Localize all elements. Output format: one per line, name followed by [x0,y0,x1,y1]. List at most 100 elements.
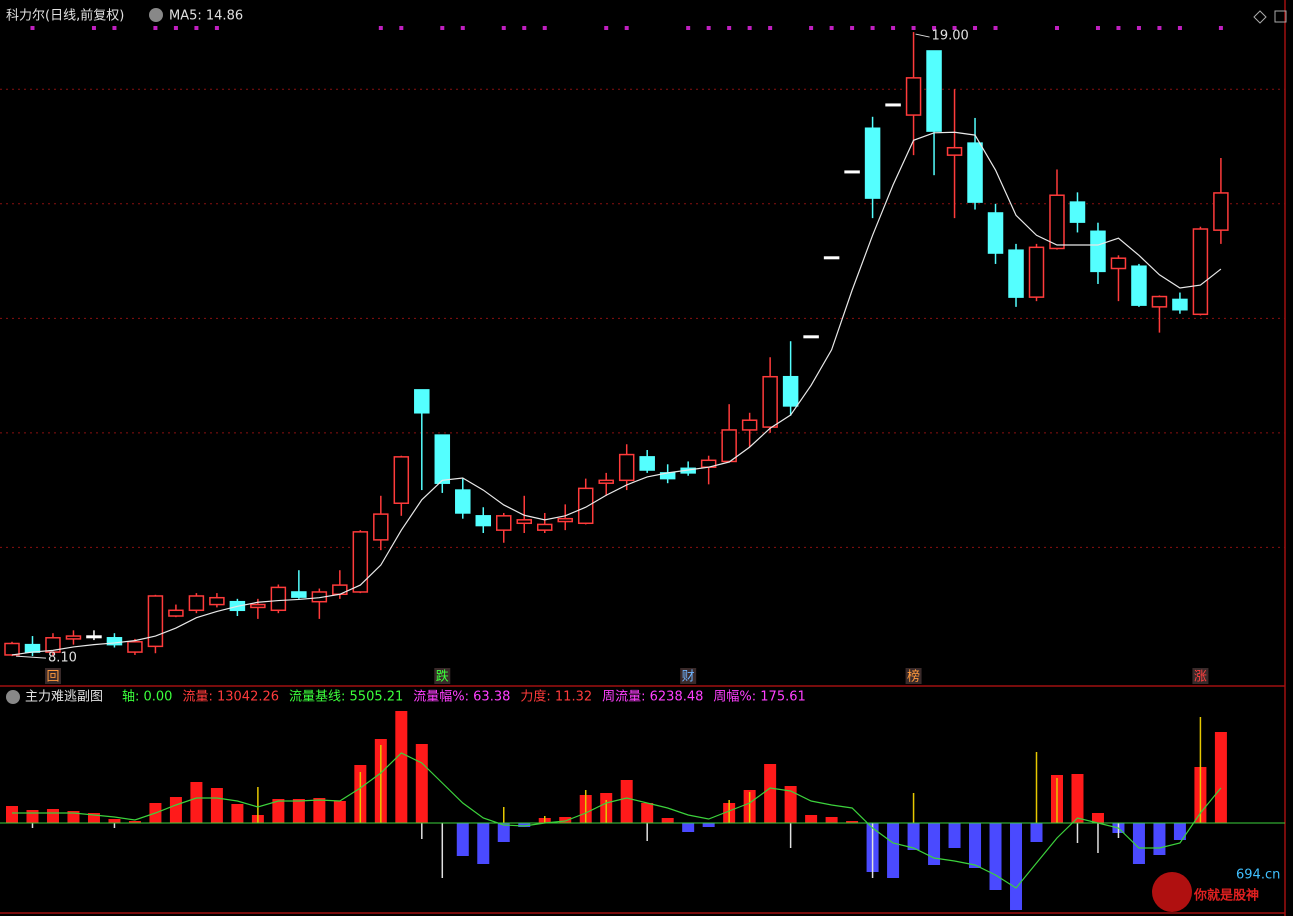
signal-dot [911,26,916,30]
signal-box [1192,668,1209,684]
flow-bar [313,798,326,823]
signal-label: 财 [682,670,695,685]
ma5-line [11,131,1222,656]
flow-bar [1214,732,1227,823]
signal-dot [30,26,35,30]
candle-body [1192,228,1209,316]
signal-label: 回 [46,670,59,685]
candle-body [393,456,410,504]
flow-bar [108,819,121,823]
menu-icon[interactable] [149,8,163,22]
legend-item: 流量基线: 5505.21 [289,690,403,705]
candle-body [455,489,471,514]
flow-bar [887,823,900,878]
flow-bar [805,815,818,823]
candle-body [946,146,963,156]
signal-dot [1157,26,1162,30]
candle-body [127,641,143,653]
candle-body [65,635,82,640]
flow-bar [231,804,244,823]
candle-body [762,375,778,428]
menu-icon[interactable] [6,690,20,704]
flow-bar [190,782,203,823]
signal-dot [809,26,814,30]
legend-item: 周流量: 6238.48 [602,690,703,705]
flow-bar [702,823,715,827]
flow-bar [641,803,654,823]
candle-body [1110,257,1127,270]
signal-dot [768,26,773,30]
flow-bar [415,744,428,823]
flow-bar [682,823,695,832]
high-pointer [915,33,930,38]
flow-bar [948,823,961,848]
candle-body [373,513,389,541]
candle-body [905,77,922,116]
flow-bar [1173,823,1186,840]
legend-item: 力度: 11.32 [520,689,592,705]
window-icon[interactable] [1274,10,1287,23]
watermark-site: 694.cn [1236,868,1280,883]
flow-bar [1132,823,1145,864]
flow-bar [907,823,920,850]
candle-body [536,523,553,531]
signal-box [434,668,451,684]
signal-dot [399,26,404,30]
flow-bar [661,818,674,823]
candle-body [209,596,225,606]
flow-bar [333,801,346,823]
diamond-icon[interactable] [1253,10,1267,24]
candle-body [332,584,348,596]
legend-item: 周幅%: 175.61 [713,690,805,705]
signal-dot [1054,26,1059,30]
flow-bar [846,821,859,823]
candle-body [24,643,41,653]
watermark: 你就是股神 694.cn [1152,868,1280,912]
candle-body [516,519,532,525]
flow-bar [989,823,1002,890]
signal-box [680,668,697,684]
candle-body [1090,230,1106,273]
flow-bar [559,817,572,823]
flow-bar [1091,813,1104,823]
candle-body [4,642,20,656]
candle-body [864,127,881,199]
signal-label: 榜 [907,669,920,685]
candle-body [598,479,614,484]
candle-body [1049,194,1065,250]
signal-dot [604,26,609,30]
low-label: 8.10 [48,651,77,666]
signal-box [905,668,922,684]
signal-dot [952,26,957,30]
signal-dot [1177,26,1182,30]
signal-dot [727,26,732,30]
candle-body [434,434,451,484]
signal-dot [378,26,383,30]
flow-bar [292,799,305,823]
signal-dot [686,26,691,30]
flow-bar [456,823,469,856]
signal-dot [214,26,219,30]
flow-bar [1153,823,1166,855]
candle-body [168,609,184,617]
flow-bar [272,799,285,823]
candle-body [639,456,655,471]
candle-body [291,591,307,598]
candle-body [414,389,430,414]
candle-body [803,335,819,339]
signal-dot [850,26,855,30]
flow-bar [1010,823,1023,910]
candle-body [1131,265,1147,306]
signal-dot [522,26,527,30]
signal-dot [1136,26,1141,30]
candle-body [1172,298,1188,311]
flow-bar [825,817,838,823]
signal-dot [891,26,896,30]
candle-body [106,637,123,646]
flow-bar [395,711,408,823]
flow-bar [26,810,39,823]
candle-body [618,453,635,482]
candle-body [250,603,266,609]
signal-dot [194,26,199,30]
low-pointer [15,655,47,659]
